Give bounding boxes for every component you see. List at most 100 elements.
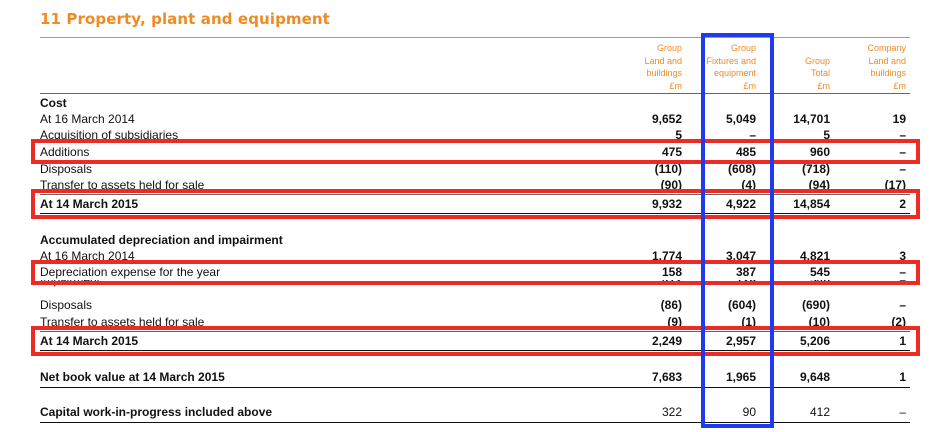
wip-rule [40, 422, 910, 423]
cell: 960 [809, 145, 830, 159]
capital-wip-row: Capital work-in-progress included above … [40, 404, 910, 420]
col-head-line: Company [867, 43, 906, 53]
cell: (94) [808, 178, 830, 192]
cell: 4,821 [799, 249, 830, 263]
row-label: At 14 March 2015 [40, 197, 139, 211]
row-label: Transfer to assets held for sale [40, 178, 205, 192]
col-head-line: £m [743, 80, 756, 91]
col-head-line: £m [817, 80, 830, 91]
subtotal-rule [40, 194, 910, 195]
cell: 5 [675, 128, 682, 142]
cell: 14,701 [793, 112, 830, 126]
row-label: Capital work-in-progress included above [40, 405, 273, 419]
nbv-rule [40, 387, 910, 388]
section-title: 11 Property, plant and equipment [40, 10, 330, 28]
cell: 90 [742, 405, 756, 419]
col-head-line: Group [656, 43, 682, 53]
col-head-line: equipment [713, 68, 756, 78]
col-head-company-land: Company Land and buildings £m [826, 42, 906, 92]
cell: 1,774 [651, 249, 682, 263]
cell: 1 [899, 334, 906, 348]
cell: (4) [741, 178, 756, 192]
cell: 5,206 [799, 334, 830, 348]
title-rule [40, 37, 910, 38]
cell: 322 [661, 405, 682, 419]
cell: (608) [727, 162, 756, 176]
cell: 2,957 [725, 334, 756, 348]
col-head-group-fixtures: Group Fixtures and equipment £m [676, 42, 756, 92]
cell: 9,648 [799, 370, 830, 384]
cell: 3 [899, 249, 906, 263]
col-head-line: Land and [868, 55, 906, 66]
col-head-line: Fixtures and [706, 55, 756, 66]
row-label: At 14 March 2015 [40, 334, 139, 348]
cell: 2,249 [651, 334, 682, 348]
cell: (17) [884, 178, 906, 192]
cell: 5,049 [725, 112, 756, 126]
col-head-line: buildings [870, 68, 906, 78]
cell: (10) [808, 315, 830, 329]
cell: (604) [727, 298, 756, 312]
col-head-group-total: Group Total £m [750, 55, 830, 93]
cell: – [899, 298, 906, 312]
net-book-value-row: Net book value at 14 March 2015 7,683 1,… [40, 369, 910, 385]
cell: 387 [735, 265, 756, 279]
cell: – [899, 405, 906, 419]
cost-heading: Cost [40, 96, 67, 110]
cell: – [899, 145, 906, 159]
cell: (690) [801, 298, 830, 312]
cell: (90) [660, 178, 682, 192]
cell: – [899, 265, 906, 279]
cell: 1,965 [725, 370, 756, 384]
cell: 2 [899, 197, 906, 211]
cell: 5 [823, 128, 830, 142]
highlight-box-fixtures-column [701, 33, 774, 428]
row-label: Disposals [40, 298, 93, 312]
row-label: Depreciation expense for the year [40, 265, 221, 279]
col-head-line: Total [810, 68, 830, 78]
col-head-line: £m [893, 80, 906, 91]
cell: 1 [899, 370, 906, 384]
depreciation-heading: Accumulated depreciation and impairment [40, 233, 283, 247]
col-head-line: buildings [646, 68, 682, 78]
col-head-line: Land and [644, 55, 682, 66]
col-head-line: Group [804, 55, 830, 66]
table-row: Transfer to assets held for sale (90) (4… [40, 177, 910, 193]
cell: (9) [667, 315, 682, 329]
cell: 158 [661, 265, 682, 279]
cell: 7,683 [651, 370, 682, 384]
cell: – [899, 128, 906, 142]
cell: (2) [891, 315, 906, 329]
cell: 485 [735, 145, 756, 159]
cell: (718) [801, 162, 830, 176]
total-rule [40, 350, 910, 351]
highlight-box-depreciation-total [31, 326, 920, 356]
table-row: Disposals (110) (608) (718) – [40, 161, 910, 177]
cell: 3,047 [725, 249, 756, 263]
cell: 9,652 [651, 112, 682, 126]
cell: 475 [661, 145, 682, 159]
row-label: Transfer to assets held for sale [40, 315, 205, 329]
subtotal-rule [40, 331, 910, 332]
row-label: At 16 March 2014 [40, 112, 135, 126]
table-row: At 16 March 2014 1,774 3,047 4,821 3 [40, 248, 910, 264]
cell: (1) [741, 315, 756, 329]
table-row: Additions 475 485 960 – [40, 144, 910, 160]
col-head-line: £m [669, 80, 682, 91]
table-row: At 16 March 2014 9,652 5,049 14,701 19 [40, 111, 910, 127]
cell: 14,854 [793, 197, 830, 211]
cell: 9,932 [651, 197, 682, 211]
table-row: Transfer to assets held for sale (9) (1)… [40, 314, 910, 330]
row-label: Disposals [40, 162, 93, 176]
cell: 4,922 [725, 197, 756, 211]
cell: (86) [660, 298, 682, 312]
cell: – [899, 162, 906, 176]
highlight-box-depreciation-expense [31, 260, 920, 285]
cell: 412 [809, 405, 830, 419]
row-label: Net book value at 14 March 2015 [40, 370, 225, 384]
table-row: Depreciation expense for the year 158 38… [40, 264, 910, 280]
col-head-group-land: Group Land and buildings £m [602, 42, 682, 92]
cell: 19 [892, 112, 906, 126]
highlight-box-cost-total [31, 189, 920, 219]
highlight-box-additions [31, 139, 920, 164]
